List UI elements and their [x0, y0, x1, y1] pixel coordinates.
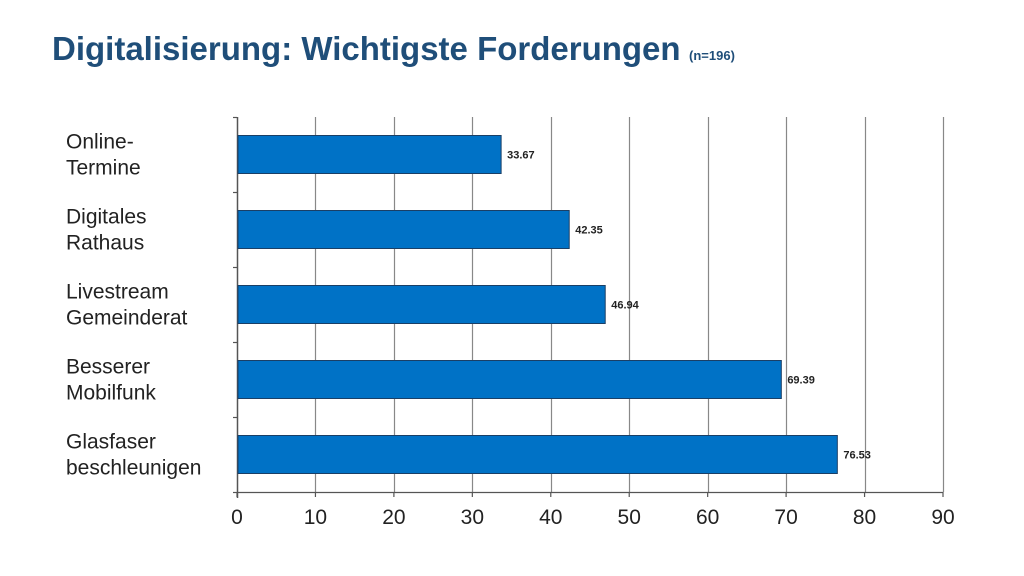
x-tick-label-0: 0 — [231, 506, 243, 529]
bar-2 — [237, 285, 606, 324]
data-label-1: 42.35 — [575, 225, 603, 237]
bar-0 — [237, 135, 502, 174]
data-label-0: 33.67 — [507, 150, 535, 162]
category-label-2-line-0: Livestream — [66, 281, 169, 304]
bar-3 — [237, 360, 782, 399]
x-tick-label-80: 80 — [853, 506, 876, 529]
category-label-1-line-0: Digitales — [66, 206, 147, 229]
chart-title-block: Digitalisierung: Wichtigste Forderungen … — [52, 30, 735, 68]
x-tick-label-70: 70 — [774, 506, 797, 529]
data-label-3: 69.39 — [787, 375, 815, 387]
data-label-4: 76.53 — [843, 450, 871, 462]
x-tick-label-90: 90 — [931, 506, 954, 529]
bar-1 — [237, 210, 570, 249]
category-label-4-line-0: Glasfaser — [66, 431, 156, 454]
category-label-4-line-1: beschleunigen — [66, 457, 201, 480]
x-tick-label-50: 50 — [618, 506, 641, 529]
x-tick-label-20: 20 — [382, 506, 405, 529]
category-label-0-line-1: Termine — [66, 157, 141, 180]
category-label-1-line-1: Rathaus — [66, 232, 144, 255]
data-label-2: 46.94 — [611, 300, 639, 312]
bar-4 — [237, 435, 838, 474]
page-title: Digitalisierung: Wichtigste Forderungen — [52, 30, 681, 67]
x-tick-label-30: 30 — [461, 506, 484, 529]
category-label-0-line-0: Online- — [66, 131, 134, 154]
x-tick-label-40: 40 — [539, 506, 562, 529]
sample-size-label: (n=196) — [689, 48, 735, 63]
category-label-2-line-1: Gemeinderat — [66, 307, 188, 330]
category-label-3-line-0: Besserer — [66, 356, 150, 379]
category-label-3-line-1: Mobilfunk — [66, 382, 156, 405]
x-tick-label-60: 60 — [696, 506, 719, 529]
x-tick-label-10: 10 — [304, 506, 327, 529]
